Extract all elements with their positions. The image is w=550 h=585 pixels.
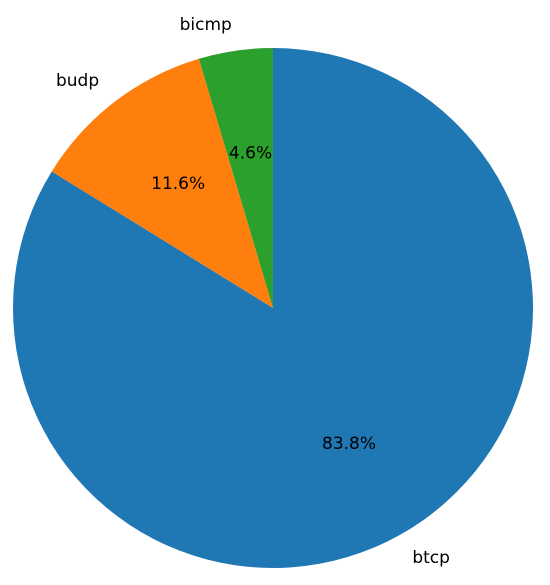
slice-label-bicmp: bicmp [180,15,232,35]
slices-layer [12,48,533,568]
pct-label-budp: 11.6% [151,174,205,194]
pct-label-bicmp: 4.6% [229,144,272,164]
pie-slice-bicmp [198,48,273,308]
pct-label-btcp: 83.8% [322,434,376,454]
pie-slice-budp [51,58,273,309]
slice-label-btcp: btcp [412,548,450,568]
labels-layer: btcp 83.8% budp 11.6% bicmp 4.6% [56,15,450,568]
slice-label-budp: budp [56,71,99,91]
